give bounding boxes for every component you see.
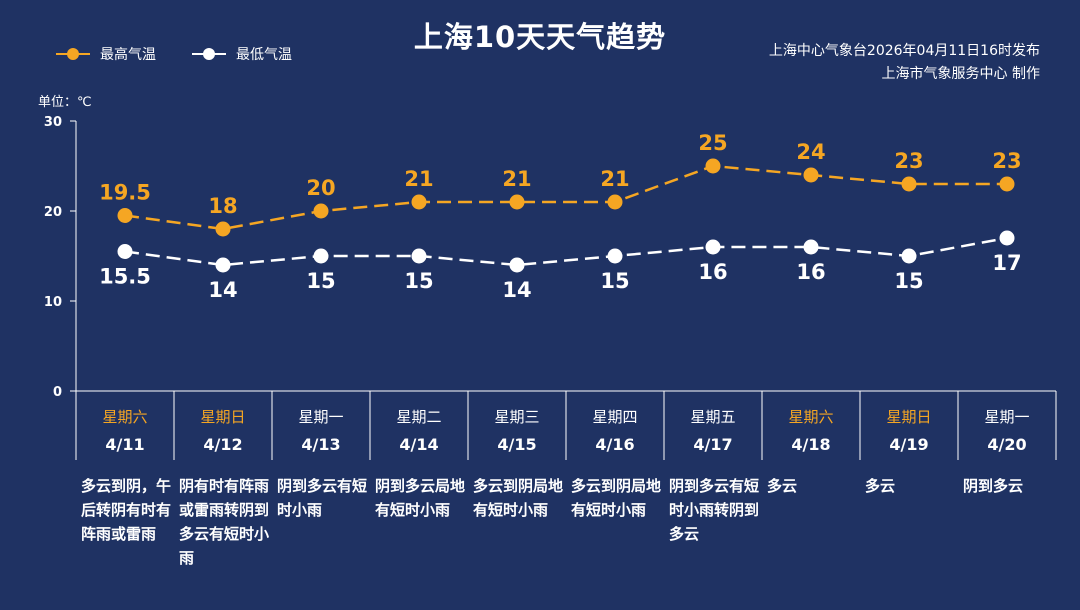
- weather-description: 多云到阴局地有短时小雨: [473, 477, 564, 519]
- weekday-label: 星期三: [494, 408, 540, 426]
- low-temp-label: 15: [404, 269, 433, 293]
- weather-description: 阴到多云有短时小雨: [277, 477, 368, 519]
- high-temp-point: [901, 176, 917, 192]
- y-tick-label: 30: [44, 115, 62, 130]
- weekday-label: 星期日: [886, 408, 932, 426]
- high-temp-label: 25: [698, 131, 727, 155]
- issuer-info: 上海中心气象台2026年04月11日16时发布 上海市气象服务中心 制作: [769, 40, 1040, 86]
- high-temp-point: [411, 194, 427, 210]
- legend-high-marker-icon: [56, 48, 90, 60]
- high-temp-point: [313, 203, 329, 219]
- legend: 最高气温 最低气温: [54, 44, 326, 64]
- date-label: 4/16: [595, 435, 635, 454]
- date-label: 4/17: [693, 435, 733, 454]
- low-temp-point: [607, 248, 623, 264]
- date-label: 4/19: [889, 435, 929, 454]
- high-temp-point: [803, 167, 819, 183]
- legend-item-low: 最低气温: [190, 44, 292, 64]
- date-label: 4/18: [791, 435, 831, 454]
- weekday-label: 星期四: [592, 408, 638, 426]
- low-temp-label: 17: [992, 251, 1021, 275]
- weekday-label: 星期一: [984, 408, 1030, 426]
- legend-low-label: 最低气温: [236, 47, 292, 63]
- high-temp-point: [607, 194, 623, 210]
- low-temp-point: [215, 257, 231, 273]
- low-temp-point: [901, 248, 917, 264]
- weather-description: 多云到阴，午后转阴有时有阵雨或雷雨: [81, 477, 172, 543]
- low-temp-point: [509, 257, 525, 273]
- chart-title: 上海10天天气趋势: [413, 20, 667, 54]
- weather-description: 阴到多云有短时小雨转阴到多云: [669, 477, 760, 543]
- low-temp-point: [705, 239, 721, 255]
- issuer-line-1: 上海中心气象台2026年04月11日16时发布: [768, 43, 1040, 59]
- weekday-label: 星期六: [102, 408, 148, 426]
- high-temp-label: 23: [992, 149, 1021, 173]
- low-temp-label: 15.5: [99, 265, 151, 289]
- date-label: 4/12: [203, 435, 243, 454]
- low-temp-label: 15: [894, 269, 923, 293]
- y-tick-label: 0: [53, 385, 62, 400]
- weather-description: 阴到多云: [963, 477, 1024, 495]
- date-label: 4/14: [399, 435, 439, 454]
- issuer-line-2: 上海市气象服务中心 制作: [881, 66, 1040, 82]
- high-temp-point: [705, 158, 721, 174]
- y-tick-label: 20: [44, 205, 62, 220]
- high-temp-point: [999, 176, 1015, 192]
- legend-high-label: 最高气温: [100, 47, 156, 63]
- legend-low-marker-icon: [192, 48, 226, 60]
- high-temp-label: 21: [600, 167, 629, 191]
- weekday-label: 星期六: [788, 408, 834, 426]
- low-temp-point: [313, 248, 329, 264]
- date-label: 4/15: [497, 435, 537, 454]
- low-temp-point: [117, 244, 133, 259]
- low-temp-point: [411, 248, 427, 264]
- weekday-label: 星期日: [200, 408, 246, 426]
- low-temp-label: 15: [306, 269, 335, 293]
- high-temp-point: [117, 208, 133, 223]
- low-temp-label: 16: [796, 260, 825, 284]
- high-temp-label: 21: [404, 167, 433, 191]
- date-label: 4/20: [987, 435, 1027, 454]
- date-label: 4/13: [301, 435, 341, 454]
- weather-description: 多云到阴局地有短时小雨: [571, 477, 662, 519]
- weekday-label: 星期二: [396, 408, 442, 426]
- high-temp-point: [509, 194, 525, 210]
- low-temp-line: [124, 236, 1008, 267]
- high-temp-line: [124, 164, 1007, 231]
- low-temp-label: 15: [600, 269, 629, 293]
- high-temp-label: 19.5: [99, 181, 151, 205]
- low-temp-label: 14: [208, 278, 237, 302]
- weekday-label: 星期五: [690, 408, 736, 426]
- low-temp-label: 16: [698, 260, 727, 284]
- low-temp-point: [803, 239, 819, 255]
- y-tick-label: 10: [44, 295, 62, 310]
- low-temp-point: [999, 230, 1015, 246]
- high-temp-label: 21: [502, 167, 531, 191]
- unit-label: 单位：℃: [38, 95, 92, 110]
- high-temp-label: 18: [208, 194, 237, 218]
- date-label: 4/11: [105, 435, 145, 454]
- low-temp-label: 14: [502, 278, 531, 302]
- high-temp-label: 23: [894, 149, 923, 173]
- high-temp-label: 20: [306, 176, 335, 200]
- weather-description: 多云: [767, 477, 798, 495]
- high-temp-point: [215, 221, 231, 237]
- weather-description: 阴到多云局地有短时小雨: [375, 477, 466, 519]
- weather-description: 多云: [865, 477, 896, 495]
- legend-item-high: 最高气温: [54, 44, 156, 64]
- weather-description: 阴有时有阵雨或雷雨转阴到多云有短时小雨: [179, 477, 270, 567]
- weekday-label: 星期一: [298, 408, 344, 426]
- high-temp-label: 24: [796, 140, 825, 164]
